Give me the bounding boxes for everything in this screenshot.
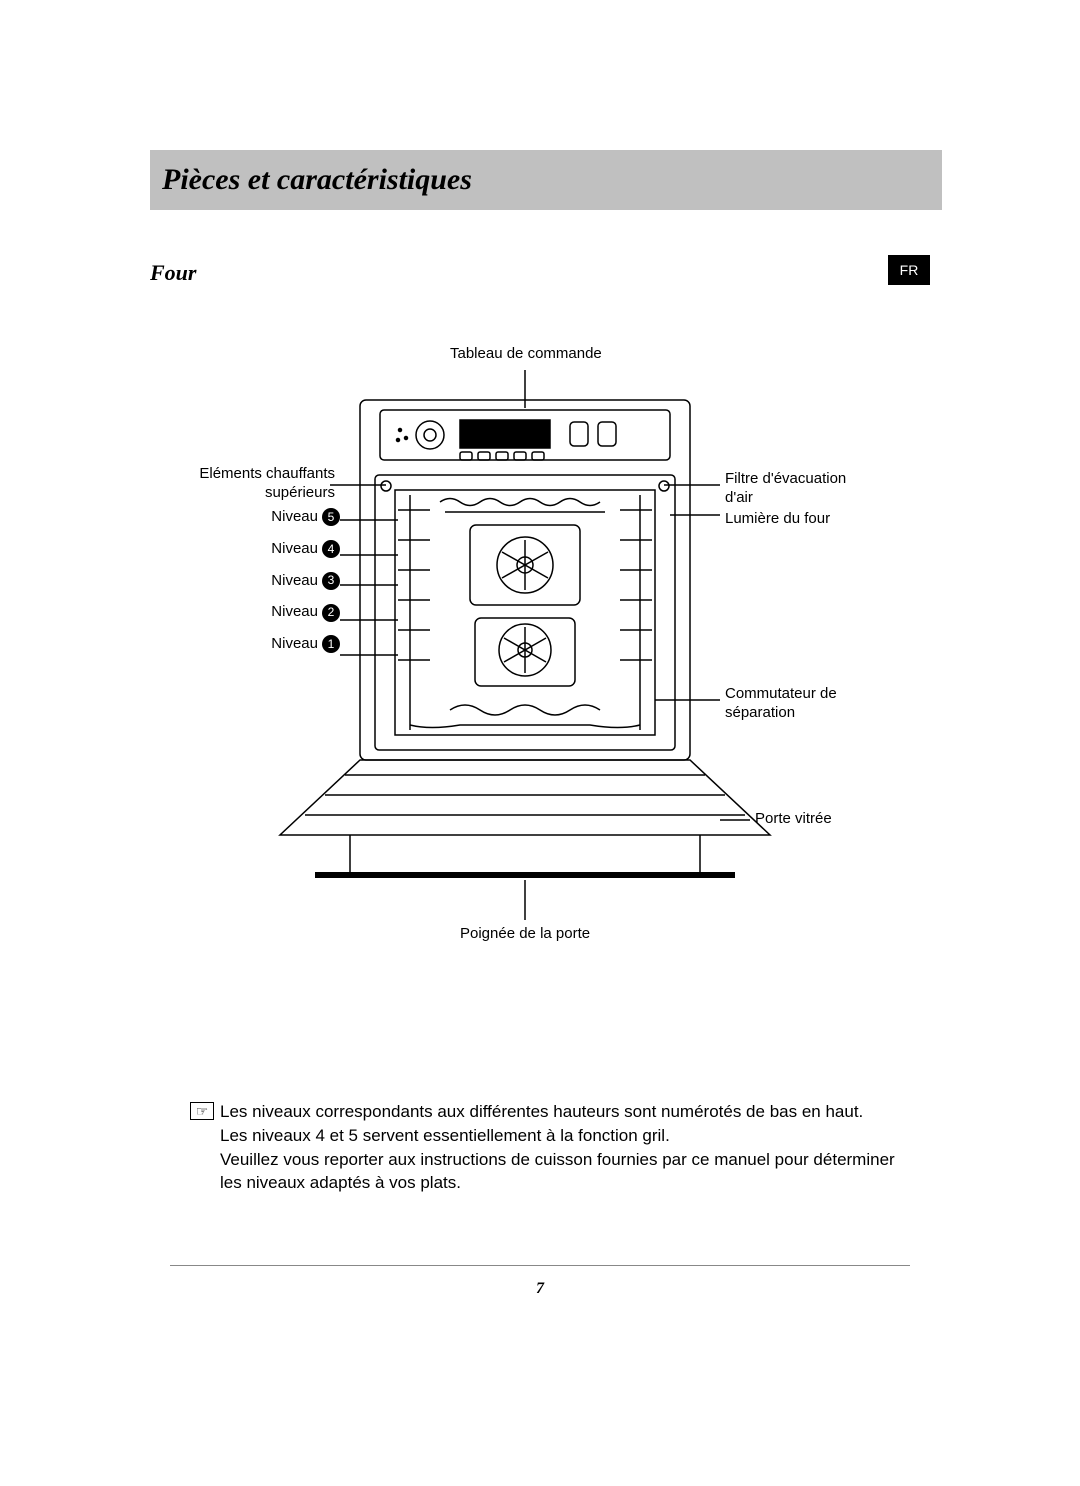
label-level-5: Niveau 5 bbox=[210, 508, 340, 527]
note-paragraph-3: Veuillez vous reporter aux instructions … bbox=[220, 1148, 900, 1196]
section-title-bar: Pièces et caractéristiques bbox=[150, 150, 942, 210]
level-word: Niveau bbox=[271, 540, 318, 559]
level-badge-1: 1 bbox=[322, 635, 340, 653]
note-icon: ☞ bbox=[190, 1102, 214, 1120]
subsection-heading: Four bbox=[150, 260, 196, 286]
label-level-1: Niveau 1 bbox=[210, 635, 340, 654]
level-word: Niveau bbox=[271, 603, 318, 622]
label-control-panel: Tableau de commande bbox=[450, 345, 602, 364]
level-word: Niveau bbox=[271, 508, 318, 527]
label-level-2: Niveau 2 bbox=[210, 603, 340, 622]
label-heating-elements: Eléments chauffants supérieurs bbox=[170, 465, 335, 503]
label-level-4: Niveau 4 bbox=[210, 540, 340, 559]
note-paragraph-1: Les niveaux correspondants aux différent… bbox=[220, 1100, 900, 1124]
label-air-filter: Filtre d'évacuation d'air bbox=[725, 470, 846, 508]
level-badge-5: 5 bbox=[322, 508, 340, 526]
level-badge-3: 3 bbox=[322, 572, 340, 590]
label-glass-door: Porte vitrée bbox=[755, 810, 832, 829]
level-word: Niveau bbox=[271, 635, 318, 654]
level-badge-2: 2 bbox=[322, 604, 340, 622]
language-tab: FR bbox=[888, 255, 930, 285]
label-level-3: Niveau 3 bbox=[210, 572, 340, 591]
label-door-handle: Poignée de la porte bbox=[460, 925, 590, 944]
note-paragraph-2: Les niveaux 4 et 5 servent essentielleme… bbox=[220, 1124, 900, 1148]
label-separator-switch: Commutateur de séparation bbox=[725, 685, 837, 723]
section-title: Pièces et caractéristiques bbox=[162, 163, 472, 197]
label-oven-light: Lumière du four bbox=[725, 510, 830, 529]
footer-rule bbox=[170, 1265, 910, 1266]
level-word: Niveau bbox=[271, 572, 318, 591]
oven-diagram: Tableau de commande Eléments chauffants … bbox=[150, 330, 930, 1030]
note-text: Les niveaux correspondants aux différent… bbox=[220, 1100, 900, 1195]
level-badge-4: 4 bbox=[322, 540, 340, 558]
page-number: 7 bbox=[0, 1280, 1080, 1298]
